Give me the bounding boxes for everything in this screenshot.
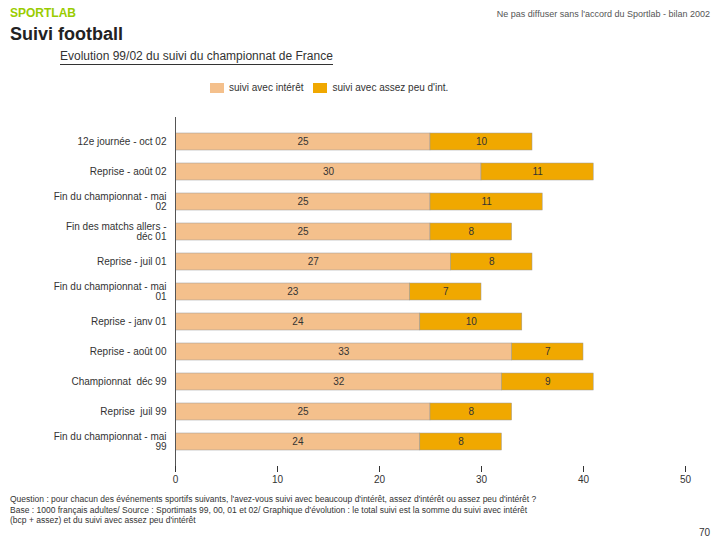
svg-text:7: 7 — [545, 346, 551, 357]
html-text:70: 70 — [698, 526, 710, 538]
svg-text:30: 30 — [323, 166, 335, 177]
svg-text:40: 40 — [578, 474, 590, 485]
svg-text:8: 8 — [489, 256, 495, 267]
svg-text:11: 11 — [481, 196, 492, 207]
svg-text:Reprise - août 00: Reprise - août 00 — [90, 346, 167, 357]
svg-text:10: 10 — [476, 136, 488, 147]
html-text:Evolution 99/02 du suivi du ch: Evolution 99/02 du suivi du championnat … — [60, 49, 333, 63]
svg-text:32: 32 — [333, 376, 345, 387]
svg-text:9: 9 — [545, 376, 551, 387]
svg-text:Fin du championnat - mai99: Fin du championnat - mai99 — [54, 431, 167, 452]
svg-text:Reprise - août 02: Reprise - août 02 — [90, 166, 167, 177]
svg-text:50: 50 — [680, 474, 692, 485]
svg-text:Reprise - janv 01: Reprise - janv 01 — [91, 316, 167, 327]
svg-text:20: 20 — [374, 474, 386, 485]
svg-text:25: 25 — [297, 226, 309, 237]
svg-text:25: 25 — [297, 196, 309, 207]
svg-text:33: 33 — [338, 346, 350, 357]
svg-text:Reprise - juil 01: Reprise - juil 01 — [97, 256, 167, 267]
svg-text:Fin du championnat - mai02: Fin du championnat - mai02 — [54, 191, 167, 212]
html-text:suivi avec assez peu d'int.: suivi avec assez peu d'int. — [332, 82, 449, 93]
html-text:SPORTLAB: SPORTLAB — [10, 6, 76, 20]
svg-text:8: 8 — [469, 226, 475, 237]
svg-text:25: 25 — [297, 136, 309, 147]
svg-text:23: 23 — [287, 286, 299, 297]
svg-text:8: 8 — [469, 406, 475, 417]
svg-text:11: 11 — [532, 166, 543, 177]
svg-text:10: 10 — [466, 316, 478, 327]
svg-text:25: 25 — [297, 406, 309, 417]
svg-text:Fin des matchs allers -déc 01: Fin des matchs allers -déc 01 — [66, 221, 167, 242]
svg-text:30: 30 — [476, 474, 488, 485]
svg-text:Reprise juil 99: Reprise juil 99 — [100, 406, 167, 417]
html-text:Base : 1000 français adultes/: Base : 1000 français adultes/ Source : S… — [10, 504, 528, 526]
html-text:suivi avec intérêt: suivi avec intérêt — [229, 82, 304, 93]
svg-text:27: 27 — [308, 256, 320, 267]
html-text:Ne pas diffuser sans l'accord: Ne pas diffuser sans l'accord du Sportla… — [496, 9, 710, 19]
svg-text:12e journée - oct 02: 12e journée - oct 02 — [78, 136, 167, 147]
html-text:Suivi football: Suivi football — [10, 24, 123, 44]
svg-text:10: 10 — [272, 474, 284, 485]
svg-text:Championnat déc 99: Championnat déc 99 — [71, 376, 167, 387]
svg-text:0: 0 — [173, 474, 179, 485]
svg-text:Fin du championnat - mai01: Fin du championnat - mai01 — [54, 281, 167, 302]
svg-text:8: 8 — [458, 436, 464, 447]
svg-text:7: 7 — [443, 286, 449, 297]
svg-text:24: 24 — [292, 316, 304, 327]
svg-text:24: 24 — [292, 436, 304, 447]
html-text:Question : pour chacun des évé: Question : pour chacun des événements sp… — [10, 494, 537, 504]
